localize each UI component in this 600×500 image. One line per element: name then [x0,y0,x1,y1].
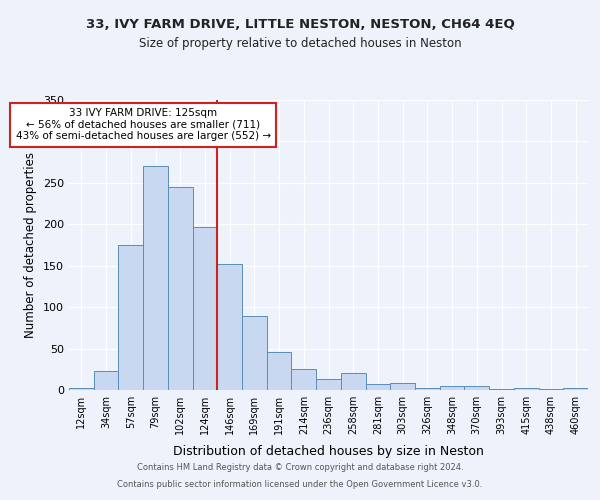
Bar [242,316,267,390]
Bar [539,389,563,390]
Bar [292,370,316,390]
Bar [267,352,292,390]
Bar [143,166,168,390]
Text: Contains HM Land Registry data © Crown copyright and database right 2024.: Contains HM Land Registry data © Crown c… [137,464,463,472]
Bar [118,245,143,390]
Bar [316,379,341,390]
Text: Contains public sector information licensed under the Open Government Licence v3: Contains public sector information licen… [118,480,482,489]
Text: 33, IVY FARM DRIVE, LITTLE NESTON, NESTON, CH64 4EQ: 33, IVY FARM DRIVE, LITTLE NESTON, NESTO… [86,18,514,30]
Bar [563,388,588,390]
Bar [217,264,242,390]
Y-axis label: Number of detached properties: Number of detached properties [25,152,37,338]
Bar [415,388,440,390]
Bar [464,386,489,390]
Bar [168,187,193,390]
Bar [514,388,539,390]
Bar [390,384,415,390]
Bar [69,388,94,390]
Text: Size of property relative to detached houses in Neston: Size of property relative to detached ho… [139,38,461,51]
Bar [365,384,390,390]
Bar [193,227,217,390]
Bar [341,374,365,390]
X-axis label: Distribution of detached houses by size in Neston: Distribution of detached houses by size … [173,446,484,458]
Bar [440,386,464,390]
Text: 33 IVY FARM DRIVE: 125sqm
← 56% of detached houses are smaller (711)
43% of semi: 33 IVY FARM DRIVE: 125sqm ← 56% of detac… [16,108,271,142]
Bar [489,389,514,390]
Bar [94,371,118,390]
